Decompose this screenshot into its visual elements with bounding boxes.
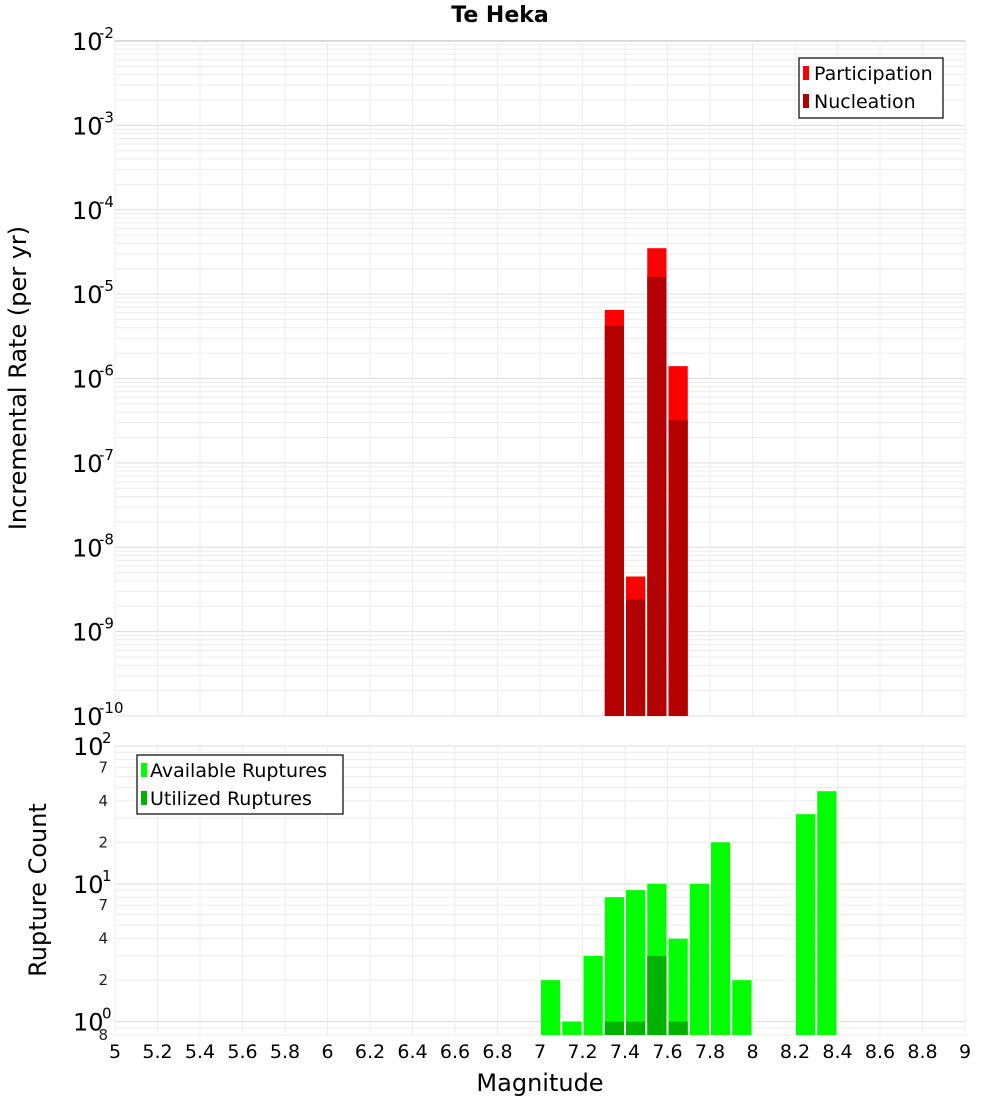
rate-y-tick-base: 10 — [72, 28, 103, 56]
count-y-minor-tick: 8 — [98, 1026, 108, 1044]
x-tick-label: 6.8 — [482, 1041, 512, 1063]
available-bar — [562, 1021, 582, 1035]
x-tick-label: 7.2 — [567, 1041, 597, 1063]
available-bar — [583, 955, 603, 1035]
rate-y-tick-base: 10 — [72, 112, 103, 140]
rate-y-axis-label: Incremental Rate (per yr) — [4, 226, 32, 530]
available-bar — [668, 938, 688, 1035]
rate-legend: Participation Nucleation — [798, 57, 944, 119]
nucleation-legend-label: Nucleation — [814, 91, 916, 113]
available-bar — [626, 890, 646, 1035]
count-y-tick-exponent: 1 — [102, 867, 112, 885]
x-tick-label: 7 — [534, 1041, 546, 1063]
rate-y-tick-base: 10 — [72, 534, 103, 562]
x-tick-label: 5.6 — [227, 1041, 257, 1063]
x-tick-label: 9 — [959, 1041, 971, 1063]
count-y-minor-tick: 2 — [98, 833, 108, 851]
participation-legend-label: Participation — [814, 63, 933, 85]
x-tick-label: 8 — [746, 1041, 758, 1063]
rate-y-ticks: 10-210-310-410-510-610-710-810-910-10 — [72, 24, 124, 731]
x-tick-label: 7.4 — [610, 1041, 640, 1063]
x-tick-label: 6.2 — [355, 1041, 385, 1063]
count-y-minor-tick: 7 — [98, 896, 108, 914]
rate-panel: 10-210-310-410-510-610-710-810-910-10 In… — [4, 24, 966, 731]
count-y-tick-base: 10 — [73, 1009, 104, 1037]
rate-y-tick-exponent: -7 — [99, 446, 114, 464]
count-y-tick-base: 10 — [73, 733, 104, 761]
rate-y-tick-exponent: -9 — [99, 615, 114, 633]
available-bar — [689, 883, 709, 1035]
rate-y-tick-exponent: -5 — [99, 277, 114, 295]
count-y-minor-tick: 4 — [98, 930, 108, 948]
nucleation-swatch — [803, 94, 809, 108]
count-x-ticks: 5 5.2 5.4 5.6 5.8 6 6.2 6.4 6.6 6.8 7 7.2 7.4 7.6 7.8 8… — [109, 1041, 971, 1063]
count-legend-box — [136, 754, 344, 815]
x-tick-label: 7.6 — [652, 1041, 682, 1063]
x-tick-label: 6.6 — [440, 1041, 470, 1063]
count-y-tick-base: 10 — [73, 871, 104, 899]
available-bar — [817, 791, 837, 1035]
count-y-axis-label: Rupture Count — [24, 803, 52, 977]
rate-y-tick-exponent: -10 — [99, 699, 124, 717]
x-tick-label: 5 — [109, 1041, 121, 1063]
rate-y-tick-exponent: -3 — [99, 108, 114, 126]
utilized-legend-label: Utilized Ruptures — [150, 788, 312, 810]
rate-y-tick-base: 10 — [72, 450, 103, 478]
rate-grid — [114, 41, 966, 717]
available-bar — [732, 980, 752, 1035]
count-y-minor-tick: 2 — [98, 971, 108, 989]
chart-title: Te Heka — [451, 3, 548, 28]
nucleation-bar — [647, 276, 667, 716]
utilized-bar — [604, 1021, 624, 1035]
count-legend: Available Ruptures Utilized Ruptures — [136, 754, 344, 815]
x-tick-label: 5.2 — [142, 1041, 172, 1063]
x-tick-label: 8.6 — [865, 1041, 895, 1063]
available-bar — [796, 814, 816, 1035]
rate-y-tick-exponent: -8 — [99, 530, 114, 548]
participation-swatch — [803, 66, 809, 80]
x-tick-label: 6 — [321, 1041, 333, 1063]
utilized-bar — [668, 1021, 688, 1035]
rate-y-tick-base: 10 — [72, 619, 103, 647]
available-bar — [541, 980, 561, 1035]
rate-y-tick-exponent: -6 — [99, 362, 114, 380]
rate-legend-box — [798, 57, 944, 119]
count-y-tick-exponent: 2 — [102, 729, 112, 747]
utilized-bar — [626, 1021, 646, 1035]
count-bars — [541, 791, 837, 1035]
utilized-bar — [647, 955, 667, 1035]
x-tick-label: 5.8 — [270, 1041, 300, 1063]
nucleation-bar — [604, 325, 624, 716]
rate-y-tick-base: 10 — [72, 703, 103, 731]
available-legend-label: Available Ruptures — [150, 760, 327, 782]
x-tick-label: 7.8 — [695, 1041, 725, 1063]
available-bar — [604, 897, 624, 1035]
available-swatch — [141, 763, 147, 777]
rate-y-tick-exponent: -4 — [99, 193, 114, 211]
rate-bars — [604, 248, 688, 717]
count-y-minor-tick: 4 — [98, 792, 108, 810]
x-tick-label: 6.4 — [397, 1041, 427, 1063]
x-tick-label: 8.8 — [907, 1041, 937, 1063]
x-axis-label: Magnitude — [476, 1069, 603, 1097]
available-bar — [711, 842, 731, 1035]
x-tick-label: 8.4 — [822, 1041, 852, 1063]
count-y-minor-tick: 7 — [98, 758, 108, 776]
nucleation-bar — [668, 420, 688, 716]
x-tick-label: 5.4 — [185, 1041, 215, 1063]
x-tick-label: 8.2 — [780, 1041, 810, 1063]
count-y-tick-exponent: 0 — [102, 1005, 112, 1023]
rate-y-tick-exponent: -2 — [99, 24, 114, 42]
utilized-swatch — [141, 791, 147, 805]
rate-y-tick-base: 10 — [72, 366, 103, 394]
rate-y-tick-base: 10 — [72, 197, 103, 225]
rate-y-tick-base: 10 — [72, 281, 103, 309]
nucleation-bar — [626, 599, 646, 716]
